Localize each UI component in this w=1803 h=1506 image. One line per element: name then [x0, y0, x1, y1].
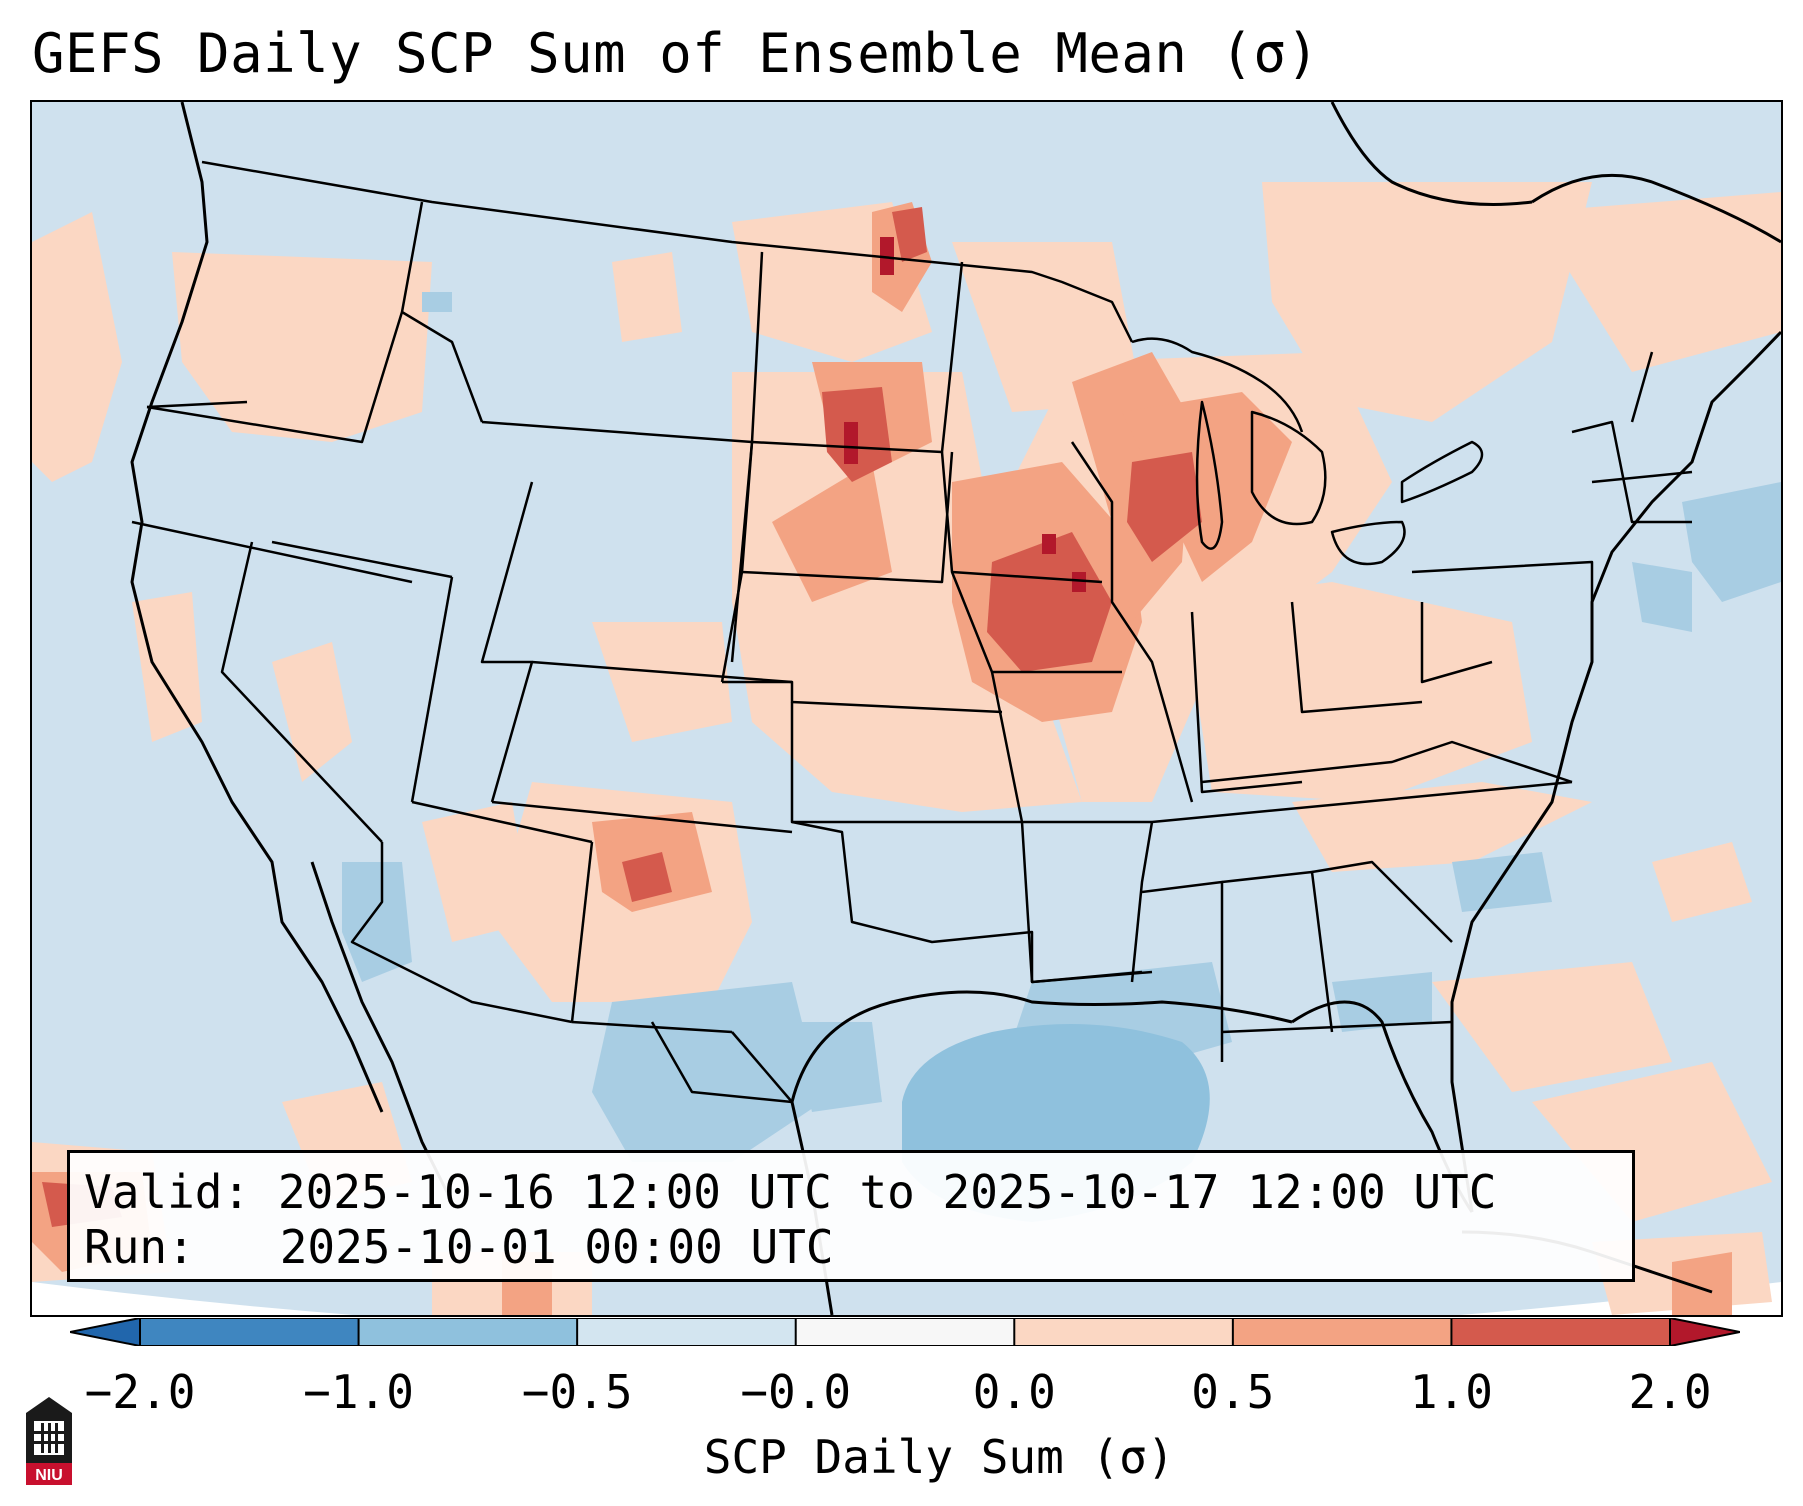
- colorbar-tick-label: 2.0: [1628, 1365, 1712, 1419]
- extreme-positive-spots: [844, 237, 1086, 592]
- colorbar-tick-label: −0.5: [521, 1365, 633, 1419]
- valid-row: Valid: 2025-10-16 12:00 UTC to 2025-10-1…: [84, 1165, 1632, 1220]
- colorbar-segment: [795, 1318, 1015, 1346]
- colorbar-tick-label: 0.5: [1191, 1365, 1275, 1419]
- info-box: Valid: 2025-10-16 12:00 UTC to 2025-10-1…: [67, 1150, 1635, 1282]
- colorbar-segment: [358, 1318, 578, 1346]
- colorbar-segment: [1014, 1318, 1234, 1346]
- colorbar: [70, 1318, 1740, 1346]
- colorbar-segment: [577, 1318, 797, 1346]
- colorbar-segment: [1232, 1318, 1452, 1346]
- map-title: GEFS Daily SCP Sum of Ensemble Mean (σ): [32, 22, 1320, 85]
- colorbar-tick-label: 1.0: [1409, 1365, 1493, 1419]
- colorbar-title: SCP Daily Sum (σ): [703, 1430, 1175, 1484]
- colorbar-tick-label: −2.0: [84, 1365, 196, 1419]
- state-borders: [131, 160, 1693, 1104]
- colorbar-segment: [1451, 1318, 1671, 1346]
- weak-positive-fields: [32, 182, 1781, 1315]
- run-row: Run: 2025-10-01 00:00 UTC: [84, 1220, 1632, 1275]
- map-frame: [30, 100, 1783, 1317]
- logo-text: NIU: [35, 1467, 63, 1484]
- colorbar-tick-label: 0.0: [972, 1365, 1056, 1419]
- valid-value: 2025-10-16 12:00 UTC to 2025-10-17 12:00…: [277, 1165, 1497, 1219]
- colorbar-segment: [140, 1318, 360, 1346]
- projection-edge: [32, 1282, 1781, 1315]
- colorbar-tick-label: −1.0: [303, 1365, 414, 1419]
- run-value: 2025-10-01 00:00 UTC: [279, 1220, 834, 1274]
- colorbar-tick-label: −0.0: [740, 1365, 852, 1419]
- valid-label: Valid:: [84, 1165, 251, 1219]
- university-tower-icon: NIU: [26, 1397, 72, 1485]
- colorbar-extend-low: [70, 1318, 140, 1346]
- scp-anomaly-map: [32, 102, 1781, 1315]
- run-label: Run:: [84, 1220, 195, 1274]
- colorbar-extend-high: [1670, 1318, 1740, 1346]
